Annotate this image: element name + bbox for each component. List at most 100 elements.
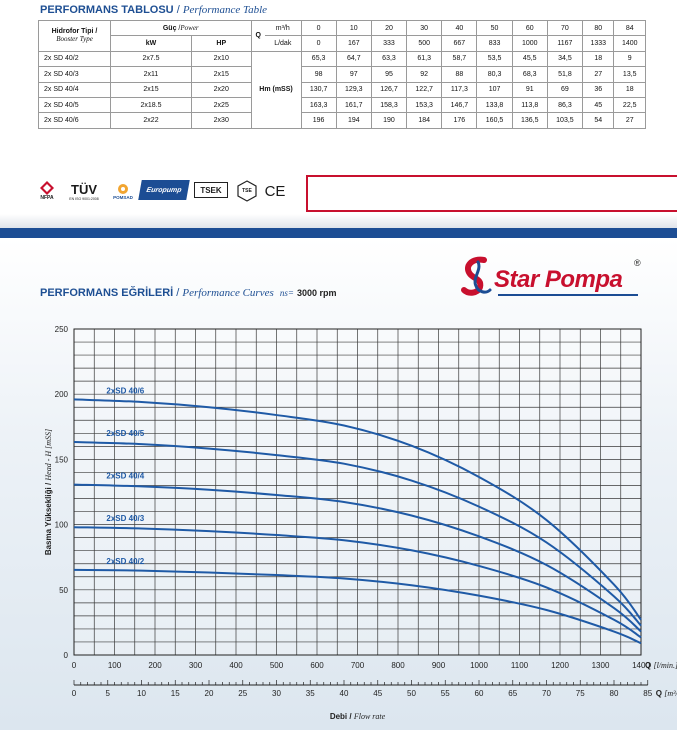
q-m3h-2: 20 <box>370 19 408 37</box>
row-value: 194 <box>335 112 372 129</box>
row-hp: 2x10 <box>191 50 252 68</box>
curves-title-tr: PERFORMANS EĞRİLERİ <box>40 287 174 299</box>
row-value: 160,5 <box>476 112 513 129</box>
y-tick-label: 0 <box>64 651 69 660</box>
q-ldak-3: 500 <box>406 35 443 52</box>
row-model: 2x SD 40/5 <box>38 96 111 114</box>
row-value: 27 <box>613 112 646 129</box>
q-ldak-5: 833 <box>476 35 513 52</box>
header-q: Q <box>250 20 266 52</box>
x-tick-label: 600 <box>310 661 324 670</box>
performance-curves-section: Star Pompa ® PERFORMANS EĞRİLERİ / Perfo… <box>0 238 677 730</box>
row-model: 2x SD 40/3 <box>38 66 111 83</box>
row-value: 126,7 <box>370 81 408 98</box>
row-value: 161,7 <box>335 96 372 114</box>
tuv-logo: TÜV EN ISO 9001:2008 <box>64 180 104 202</box>
q-m3h-1: 10 <box>335 19 372 37</box>
unit-ldak: L/dak <box>265 35 302 52</box>
x2-tick-label: 25 <box>238 689 247 698</box>
row-kw: 2x15 <box>110 81 192 98</box>
q-ldak-6: 1000 <box>511 35 548 52</box>
row-value: 58,7 <box>441 50 478 68</box>
x2-tick-label: 40 <box>340 689 349 698</box>
q-ldak-8: 1333 <box>582 35 615 52</box>
curves-title-separator: / <box>176 287 180 299</box>
row-value: 122,7 <box>406 81 443 98</box>
row-value: 113,8 <box>511 96 548 114</box>
q-ldak-7: 1167 <box>546 35 584 52</box>
x-axis-title: Debi / Flow rate <box>330 712 386 721</box>
unit-m3h: m³/h <box>265 19 302 37</box>
row-value: 45,5 <box>511 50 548 68</box>
x-axis-label-lmin: Q [l/min.] <box>645 661 677 670</box>
header-power-en: Power <box>180 24 199 33</box>
q-m3h-3: 30 <box>406 19 443 37</box>
q-ldak-2: 333 <box>370 35 408 52</box>
q-m3h-6: 60 <box>511 19 548 37</box>
performance-table-title: PERFORMANS TABLOSU / Performance Table <box>40 4 267 16</box>
row-model: 2x SD 40/6 <box>38 112 111 129</box>
row-value: 69 <box>546 81 584 98</box>
section-shadow <box>0 214 677 228</box>
x2-tick-label: 0 <box>72 689 77 698</box>
red-frame-box <box>306 175 677 212</box>
performance-table-section: PERFORMANS TABLOSU / Performance Table H… <box>0 0 677 228</box>
row-value: 117,3 <box>441 81 478 98</box>
performance-table: Hidrofor Tipi / Booster Type Güç /Power … <box>38 19 646 129</box>
x2-tick-label: 65 <box>508 689 517 698</box>
row-value: 103,5 <box>546 112 584 129</box>
row-value: 36 <box>582 81 615 98</box>
brand-name: Star Pompa <box>494 266 623 293</box>
row-hp: 2x15 <box>191 66 252 83</box>
row-value: 86,3 <box>546 96 584 114</box>
row-hp: 2x30 <box>191 112 252 129</box>
q-m3h-4: 40 <box>441 19 478 37</box>
row-value: 27 <box>582 66 615 83</box>
row-kw: 2x22 <box>110 112 192 129</box>
row-value: 146,7 <box>441 96 478 114</box>
table-row: 2x SD 40/3 2x11 2x15 98 97 95 92 88 80,3… <box>38 66 646 83</box>
x2-tick-label: 60 <box>475 689 484 698</box>
row-value: 34,5 <box>546 50 584 68</box>
x-tick-label: 200 <box>148 661 162 670</box>
x2-tick-label: 5 <box>106 689 111 698</box>
table-title-tr: PERFORMANS TABLOSU <box>40 4 174 16</box>
x2-tick-label: 10 <box>137 689 146 698</box>
rpm-prefix: ns= <box>279 288 294 298</box>
brand-underline <box>498 294 638 296</box>
x2-tick-label: 75 <box>576 689 585 698</box>
x2-tick-label: 35 <box>306 689 315 698</box>
row-value: 9 <box>613 50 646 68</box>
pomsad-icon <box>118 183 128 194</box>
table-row: 2x SD 40/6 2x22 2x30 196 194 190 184 176… <box>38 112 646 129</box>
row-value: 95 <box>370 66 408 83</box>
ce-mark: CE <box>264 182 286 200</box>
x-tick-label: 1000 <box>470 661 488 670</box>
row-value: 61,3 <box>406 50 443 68</box>
header-kw: kW <box>110 35 192 52</box>
row-value: 18 <box>582 50 615 68</box>
x-axis-label-m3h: Q [m³/h] <box>656 689 677 698</box>
x2-tick-label: 80 <box>610 689 619 698</box>
row-value: 68,3 <box>511 66 548 83</box>
series-label: 2xSD 40/3 <box>106 514 144 523</box>
row-value: 107 <box>476 81 513 98</box>
tuv-sub-label: EN ISO 9001:2008 <box>69 196 99 201</box>
table-row: 2x SD 40/2 2x7.5 2x10 Hm (mSS) 65,3 64,7… <box>38 50 646 129</box>
row-value: 136,5 <box>511 112 548 129</box>
series-label: 2xSD 40/6 <box>106 386 144 395</box>
row-value: 190 <box>370 112 408 129</box>
q-m3h-7: 70 <box>546 19 584 37</box>
row-value: 158,3 <box>370 96 408 114</box>
row-value: 18 <box>613 81 646 98</box>
curve-2xsd-40-6 <box>73 398 642 621</box>
row-value: 51,8 <box>546 66 584 83</box>
y-tick-label: 50 <box>59 586 68 595</box>
tse-hexagon-icon <box>237 180 257 202</box>
header-power: Güç /Power <box>110 19 252 37</box>
x2-tick-label: 50 <box>407 689 416 698</box>
q-ldak-4: 667 <box>441 35 478 52</box>
row-value: 22,5 <box>613 96 646 114</box>
x-tick-label: 0 <box>72 661 77 670</box>
row-hp: 2x20 <box>191 81 252 98</box>
